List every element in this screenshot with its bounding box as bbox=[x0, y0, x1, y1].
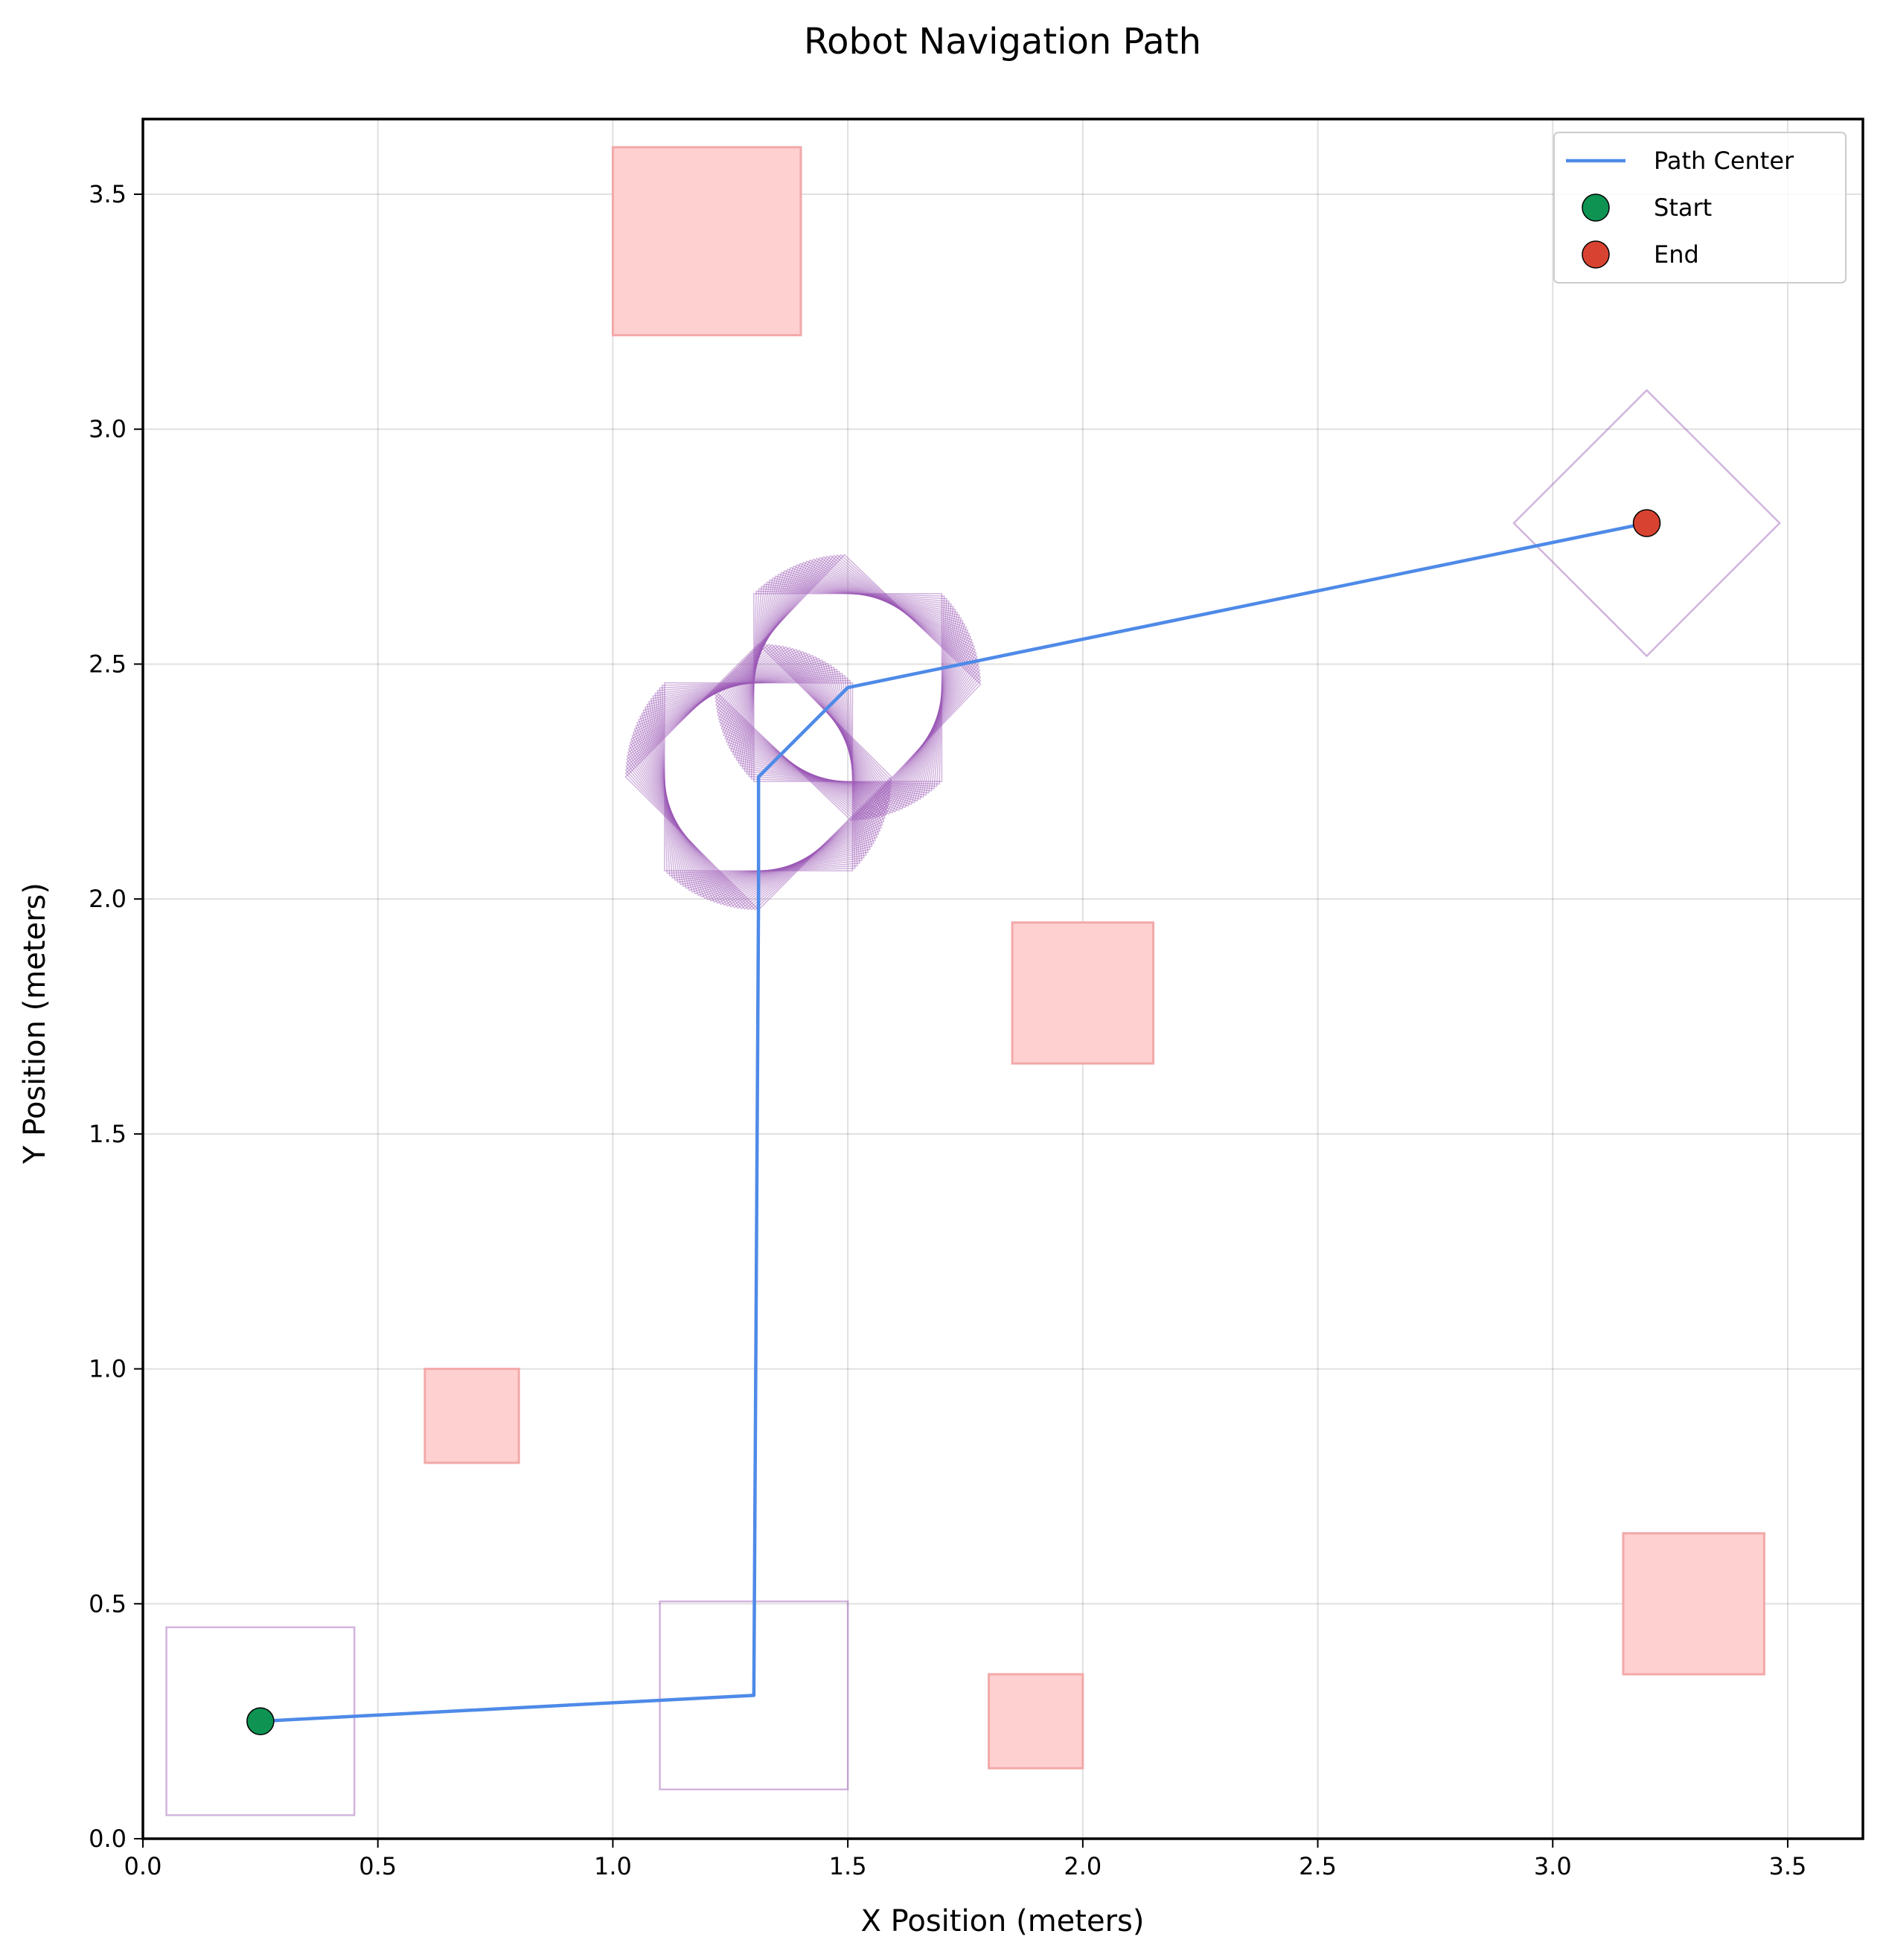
rotation-sweep-outline bbox=[714, 554, 981, 821]
rotation-sweep-outline bbox=[661, 679, 856, 874]
rotation-sweep-outline bbox=[719, 559, 976, 816]
rotation-sweep-outline bbox=[638, 656, 880, 898]
y-tick-label: 3.5 bbox=[89, 180, 127, 208]
rotation-sweep-outline bbox=[714, 554, 982, 822]
x-tick-label: 2.5 bbox=[1299, 1852, 1337, 1880]
rotation-sweep-outline bbox=[625, 643, 892, 911]
rotation-sweep-outline bbox=[632, 650, 885, 903]
rotation-sweep-outline bbox=[652, 670, 865, 883]
legend-marker-swatch bbox=[1582, 193, 1610, 222]
x-tick-label: 3.0 bbox=[1534, 1852, 1572, 1880]
rotation-sweep-outline bbox=[748, 588, 947, 787]
y-tick-label: 1.0 bbox=[89, 1355, 127, 1383]
legend-box bbox=[1553, 132, 1847, 284]
rotation-sweep-outline bbox=[726, 565, 971, 810]
rotation-sweep-outline bbox=[629, 647, 888, 906]
rotation-sweep-outline bbox=[717, 557, 978, 818]
x-tick-label: 0.0 bbox=[124, 1852, 162, 1880]
rotation-sweep-outline bbox=[626, 644, 891, 909]
rotation-sweep-outline bbox=[715, 555, 980, 820]
y-tick-label: 1.5 bbox=[89, 1120, 127, 1148]
rotation-sweep-outline bbox=[633, 652, 883, 902]
rotation-sweep-outline bbox=[753, 592, 943, 783]
rotation-sweep-outline bbox=[641, 659, 877, 894]
rotation-sweep-outline bbox=[624, 643, 892, 911]
rotation-sweep-outline bbox=[717, 557, 979, 819]
path-center-line bbox=[260, 521, 1648, 1723]
rotation-sweep-outline bbox=[730, 570, 966, 805]
rotation-sweep-outline bbox=[635, 653, 883, 900]
rotation-sweep-outline bbox=[746, 586, 950, 790]
legend-marker-swatch bbox=[1582, 240, 1610, 269]
x-tick-label: 0.5 bbox=[359, 1852, 397, 1880]
rotation-sweep-outline bbox=[750, 590, 945, 785]
rotation-sweep-outline bbox=[716, 556, 979, 819]
rotation-sweep-outline bbox=[624, 643, 892, 911]
x-tick-label: 1.0 bbox=[594, 1852, 632, 1880]
chart-title: Robot Navigation Path bbox=[804, 21, 1201, 63]
x-tick-label: 2.0 bbox=[1064, 1852, 1102, 1880]
rotation-sweep-outline bbox=[656, 675, 860, 879]
y-tick-label: 2.5 bbox=[89, 650, 127, 678]
x-tick-label: 1.5 bbox=[829, 1852, 867, 1880]
rotation-sweep-outline bbox=[627, 646, 889, 908]
rotation-sweep-outline bbox=[650, 668, 867, 885]
rotation-sweep-outline bbox=[739, 579, 956, 796]
rotation-sweep-outline bbox=[642, 661, 875, 893]
rotation-sweep-outline bbox=[627, 645, 890, 909]
y-tick-label: 0.5 bbox=[89, 1589, 127, 1618]
start-marker bbox=[246, 1707, 275, 1735]
rotation-sweep-outline bbox=[625, 644, 892, 910]
plot-frame bbox=[141, 118, 1864, 1840]
rotation-sweep-outline bbox=[639, 657, 878, 897]
rotation-sweep-outline bbox=[726, 566, 969, 809]
rotation-sweep-outline bbox=[732, 571, 964, 804]
plot-area: 0.0 0.5 1.0 1.5 2.0 2.5 3.0 3.5 0.0 0.5 1.0 1.5 2.0 2… bbox=[89, 118, 1864, 1880]
rotation-sweep-outline bbox=[630, 648, 887, 906]
obstacle bbox=[1622, 1532, 1765, 1676]
x-axis-title: X Position (meters) bbox=[861, 1904, 1145, 1938]
rotation-sweep-outline bbox=[644, 662, 873, 891]
rotation-sweep-outline bbox=[729, 568, 968, 807]
rotation-sweep-outline bbox=[714, 554, 982, 822]
rotation-sweep-outline bbox=[721, 561, 974, 814]
rotation-sweep-outline bbox=[738, 577, 959, 798]
y-tick-label: 2.0 bbox=[89, 885, 127, 913]
obstacle bbox=[611, 146, 802, 336]
rotation-sweep-outline bbox=[646, 664, 871, 889]
rotation-sweep-outline bbox=[664, 682, 854, 872]
rotation-sweep-outline bbox=[735, 575, 960, 800]
rotation-sweep-outline bbox=[659, 677, 858, 877]
legend-label: End bbox=[1654, 240, 1699, 269]
rotation-sweep-outline bbox=[631, 650, 886, 904]
rotation-sweep-outline bbox=[654, 673, 863, 881]
obstacle bbox=[1011, 921, 1155, 1065]
robot-footprint bbox=[659, 1600, 849, 1790]
robot-footprint bbox=[1512, 388, 1781, 658]
rotation-sweep-outline bbox=[714, 554, 982, 822]
rotation-sweep-outline bbox=[636, 654, 881, 900]
rotation-sweep-outline bbox=[733, 573, 962, 802]
rotation-sweep-outline bbox=[648, 666, 869, 888]
plot-content bbox=[165, 146, 1781, 1816]
rotation-sweep-outline bbox=[626, 644, 892, 910]
rotation-sweep-outline bbox=[715, 554, 981, 821]
end-marker bbox=[1632, 509, 1661, 537]
legend-label: Start bbox=[1654, 193, 1712, 222]
legend-label: Path Center bbox=[1654, 147, 1794, 175]
y-axis-title: Y Position (meters) bbox=[18, 883, 52, 1165]
legend: Path Center Start End bbox=[1553, 132, 1847, 284]
y-tick-label: 0.0 bbox=[89, 1825, 127, 1853]
rotation-sweep-outline bbox=[723, 563, 973, 813]
x-tick-label: 3.5 bbox=[1769, 1852, 1807, 1880]
rotation-sweep-outline bbox=[718, 558, 977, 817]
rotation-sweep-outline bbox=[624, 643, 892, 911]
robot-footprint bbox=[165, 1626, 356, 1816]
rotation-sweep-outline bbox=[628, 647, 889, 907]
y-tick-label: 3.0 bbox=[89, 415, 127, 443]
rotation-sweep-outline bbox=[724, 564, 972, 811]
obstacle bbox=[423, 1368, 520, 1464]
obstacle bbox=[988, 1673, 1084, 1770]
